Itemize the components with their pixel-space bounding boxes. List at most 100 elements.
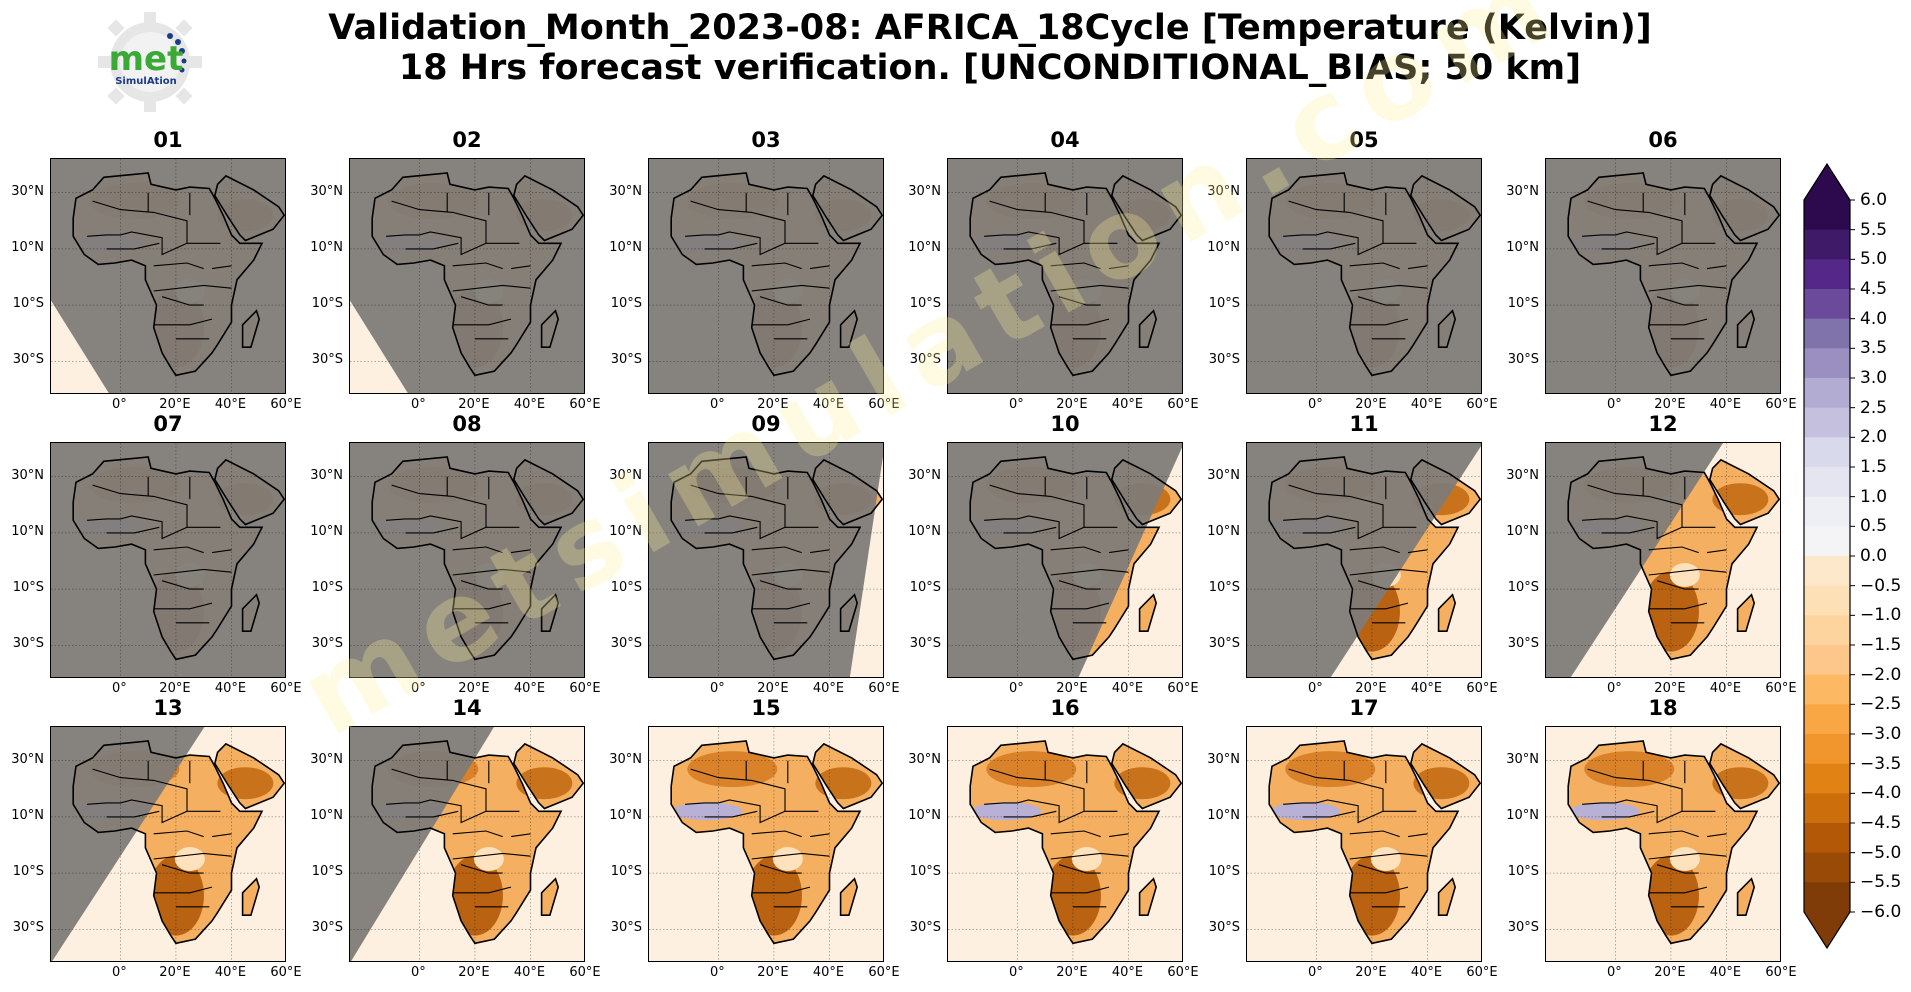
colorbar-segment <box>1804 763 1850 794</box>
colorbar-segment <box>1804 585 1850 616</box>
colorbar-tick-label: 1.5 <box>1860 457 1888 477</box>
map-frame <box>349 158 585 394</box>
colorbar-tick-label: −1.5 <box>1860 635 1902 655</box>
map-panel-09: 09 30°N 10°N 10°S 30°S 0° 20°E 40°E 60°E <box>598 412 904 708</box>
lon-tick-label: 60°E <box>569 965 601 980</box>
lat-tick-label: 10°S <box>1208 580 1240 596</box>
lon-tick-label: 0° <box>710 681 725 696</box>
lat-tick-label: 30°S <box>12 636 44 652</box>
gridlines <box>948 727 1182 961</box>
map-plot <box>948 159 1182 393</box>
lat-tick-label: 10°N <box>1506 523 1539 539</box>
lon-tick-label: 0° <box>1607 965 1622 980</box>
lat-tick-label: 30°S <box>311 920 343 936</box>
lat-tick-label: 30°S <box>909 920 941 936</box>
lon-tick-label: 20°E <box>1355 681 1387 696</box>
lat-tick-label: 30°N <box>908 183 941 199</box>
missing-data-mask <box>51 159 285 393</box>
colorbar-tick-label: 4.5 <box>1860 279 1888 299</box>
colorbar-segment <box>1804 318 1850 349</box>
colorbar-tick-label: −3.0 <box>1860 724 1902 744</box>
colorbar-tick-label: −4.0 <box>1860 783 1902 804</box>
colorbar-segment <box>1804 259 1850 290</box>
missing-data-mask <box>350 443 584 677</box>
colorbar-tick-label: 5.0 <box>1860 249 1888 270</box>
map-plot <box>350 443 584 677</box>
gridlines <box>1546 159 1780 393</box>
lat-tick-label: 10°N <box>310 239 343 255</box>
map-plot <box>1546 443 1780 677</box>
logo-text-sub: SimulAtion <box>115 76 177 87</box>
lat-tick-label: 30°S <box>610 636 642 652</box>
panel-title: 07 <box>153 412 183 436</box>
lon-tick-label: 40°E <box>1410 397 1443 412</box>
lon-tick-label: 40°E <box>1709 397 1742 412</box>
lat-tick-label: 10°S <box>610 864 642 880</box>
logo-text-main: met <box>109 39 184 79</box>
panel-title: 04 <box>1050 128 1080 152</box>
lat-tick-label: 10°S <box>12 296 44 312</box>
lat-tick-label: 30°N <box>1207 751 1240 767</box>
colorbar-tick-label: −5.0 <box>1860 842 1902 863</box>
missing-data-mask <box>350 159 584 393</box>
colorbar-segment <box>1804 674 1850 705</box>
lon-tick-label: 20°E <box>1056 965 1088 980</box>
colorbar-segment <box>1804 348 1850 379</box>
map-frame <box>1545 726 1781 962</box>
lat-tick-label: 30°S <box>909 352 941 368</box>
lat-tick-label: 10°S <box>1507 864 1539 880</box>
map-frame <box>1545 442 1781 678</box>
lat-tick-label: 30°S <box>12 352 44 368</box>
lon-tick-label: 40°E <box>812 965 845 980</box>
lat-tick-label: 30°S <box>1507 920 1539 936</box>
colorbar-tick-label: −4.5 <box>1860 813 1902 833</box>
lon-tick-label: 0° <box>1308 681 1323 696</box>
colorbar-tick-label: 0.0 <box>1860 546 1888 566</box>
lon-tick-label: 0° <box>710 397 725 412</box>
lat-tick-label: 30°S <box>311 352 343 368</box>
panel-title: 03 <box>751 128 781 152</box>
panel-title: 06 <box>1648 128 1678 152</box>
lon-tick-label: 60°E <box>1167 397 1199 412</box>
lon-tick-label: 0° <box>1009 681 1024 696</box>
lon-tick-label: 60°E <box>270 965 302 980</box>
lat-tick-label: 30°N <box>908 467 941 483</box>
map-panel-02: 02 30°N 10°N 10°S 30°S 0° 20°E 40°E 60°E <box>299 128 605 424</box>
colorbar-svg <box>1803 162 1855 950</box>
colorbar-segment <box>1804 823 1850 854</box>
lat-tick-label: 30°S <box>1208 352 1240 368</box>
panel-title: 16 <box>1050 696 1080 720</box>
map-panel-06: 06 30°N 10°N 10°S 30°S 0° 20°E 40°E 60°E <box>1495 128 1801 424</box>
map-frame <box>947 726 1183 962</box>
map-panel-17: 17 30°N 10°N 10°S 30°S 0° 20°E 40°E 60°E <box>1196 696 1502 992</box>
map-panel-13: 13 30°N 10°N 10°S 30°S 0° 20°E 40°E 60°E <box>0 696 306 992</box>
lat-tick-label: 10°N <box>310 523 343 539</box>
lon-tick-label: 40°E <box>1410 681 1443 696</box>
map-panel-10: 10 30°N 10°N 10°S 30°S 0° 20°E 40°E 60°E <box>897 412 1203 708</box>
lon-tick-label: 20°E <box>159 681 191 696</box>
lat-tick-label: 30°N <box>609 751 642 767</box>
lat-tick-label: 30°S <box>12 920 44 936</box>
gridlines <box>649 159 883 393</box>
lon-tick-label: 0° <box>1607 681 1622 696</box>
colorbar-tick-label: 4.0 <box>1860 308 1888 329</box>
lat-tick-label: 10°N <box>11 523 44 539</box>
panel-title: 13 <box>153 696 183 720</box>
panel-title: 02 <box>452 128 482 152</box>
colorbar-tick-label: −2.0 <box>1860 664 1902 685</box>
lon-tick-label: 40°E <box>214 397 247 412</box>
lon-tick-label: 20°E <box>1654 397 1686 412</box>
colorbar-tick-label: 0.5 <box>1860 516 1888 537</box>
colorbar-tick-label: 5.5 <box>1860 219 1888 240</box>
colorbar-segment <box>1804 704 1850 735</box>
map-panel-03: 03 30°N 10°N 10°S 30°S 0° 20°E 40°E 60°E <box>598 128 904 424</box>
gridlines <box>1546 443 1780 677</box>
map-panel-14: 14 30°N 10°N 10°S 30°S 0° 20°E 40°E 60°E <box>299 696 605 992</box>
missing-data-mask <box>51 443 285 677</box>
chart-title-line1: Validation_Month_2023-08: AFRICA_18Cycle… <box>328 8 1652 48</box>
lon-tick-label: 0° <box>112 965 127 980</box>
colorbar-segment <box>1804 467 1850 498</box>
lat-tick-label: 30°S <box>1208 920 1240 936</box>
gridlines <box>350 159 584 393</box>
lat-tick-label: 10°N <box>609 807 642 823</box>
